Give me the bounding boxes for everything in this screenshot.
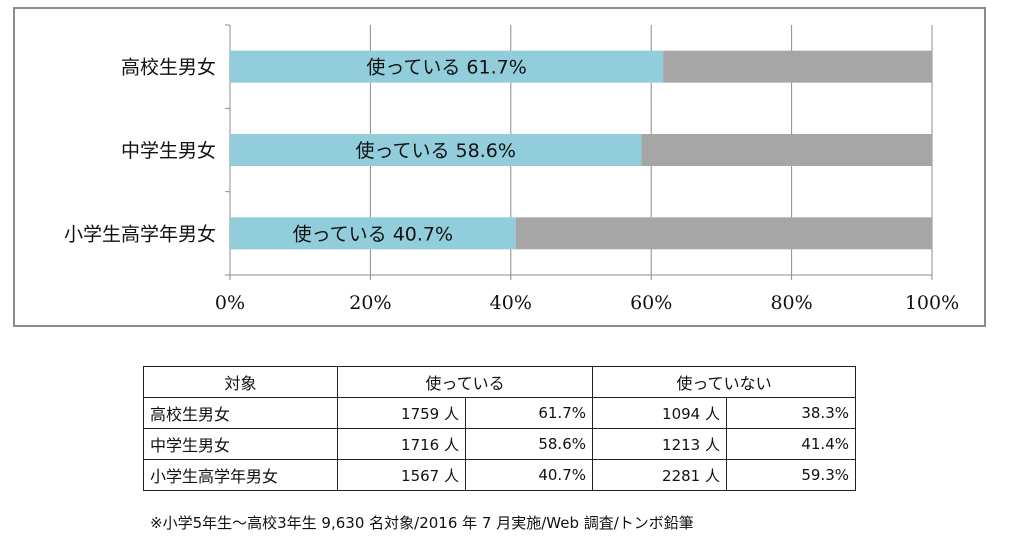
used-count: 1759 人: [337, 397, 466, 429]
bar-data-label: 使っている 58.6%: [355, 140, 515, 162]
table-row: 中学生男女 1716 人 58.6% 1213 人 41.4%: [143, 428, 856, 460]
unused-count: 1094 人: [592, 397, 727, 429]
data-table: 対象 使っている 使っていない 高校生男女 1759 人 61.7% 1094 …: [143, 366, 856, 491]
header-unused: 使っていない: [592, 366, 856, 398]
bar-data-label: 使っている 61.7%: [366, 57, 526, 79]
bar-chart: 0% 20% 40% 60% 80% 100% 使っている 61.7% 高校生男女使っている …: [64, 24, 959, 314]
row-label: 小学生高学年男女: [143, 459, 338, 491]
x-tick-label: 40%: [490, 292, 532, 314]
used-pct: 40.7%: [465, 459, 593, 491]
category-label: 高校生男女: [121, 57, 216, 79]
x-tick-label: 80%: [770, 292, 812, 314]
table-row: 小学生高学年男女 1567 人 40.7% 2281 人 59.3%: [143, 459, 856, 491]
unused-pct: 41.4%: [726, 428, 856, 460]
bar-unused: [663, 50, 932, 83]
used-count: 1567 人: [337, 459, 466, 491]
unused-pct: 59.3%: [726, 459, 856, 491]
chart-panel: 0% 20% 40% 60% 80% 100% 使っている 61.7% 高校生男女使っている …: [13, 7, 986, 327]
unused-count: 1213 人: [592, 428, 727, 460]
unused-count: 2281 人: [592, 459, 727, 491]
x-tick-label: 100%: [905, 292, 959, 314]
header-used: 使っている: [337, 366, 593, 398]
used-pct: 58.6%: [465, 428, 593, 460]
category-label: 小学生高学年男女: [64, 223, 216, 245]
used-pct: 61.7%: [465, 397, 593, 429]
bar-used: [230, 134, 642, 166]
bar-data-label: 使っている 40.7%: [293, 223, 453, 245]
x-tick-label: 20%: [349, 292, 391, 314]
footnote: ※小学5年生～高校3年生 9,630 名対象/2016 年 7 月実施/Web …: [150, 514, 694, 532]
row-label: 中学生男女: [143, 428, 338, 460]
x-tick-label: 0%: [215, 292, 245, 314]
table-row: 高校生男女 1759 人 61.7% 1094 人 38.3%: [143, 397, 856, 429]
header-target: 対象: [143, 366, 338, 398]
category-label: 中学生男女: [121, 140, 216, 162]
used-count: 1716 人: [337, 428, 466, 460]
bar-unused: [515, 217, 932, 250]
bar-used: [230, 217, 516, 250]
unused-pct: 38.3%: [726, 397, 856, 429]
table-header-row: 対象 使っている 使っていない: [143, 366, 856, 398]
bar-unused: [641, 134, 932, 166]
x-tick-label: 60%: [630, 292, 672, 314]
row-label: 高校生男女: [143, 397, 338, 429]
bar-used: [230, 50, 664, 83]
